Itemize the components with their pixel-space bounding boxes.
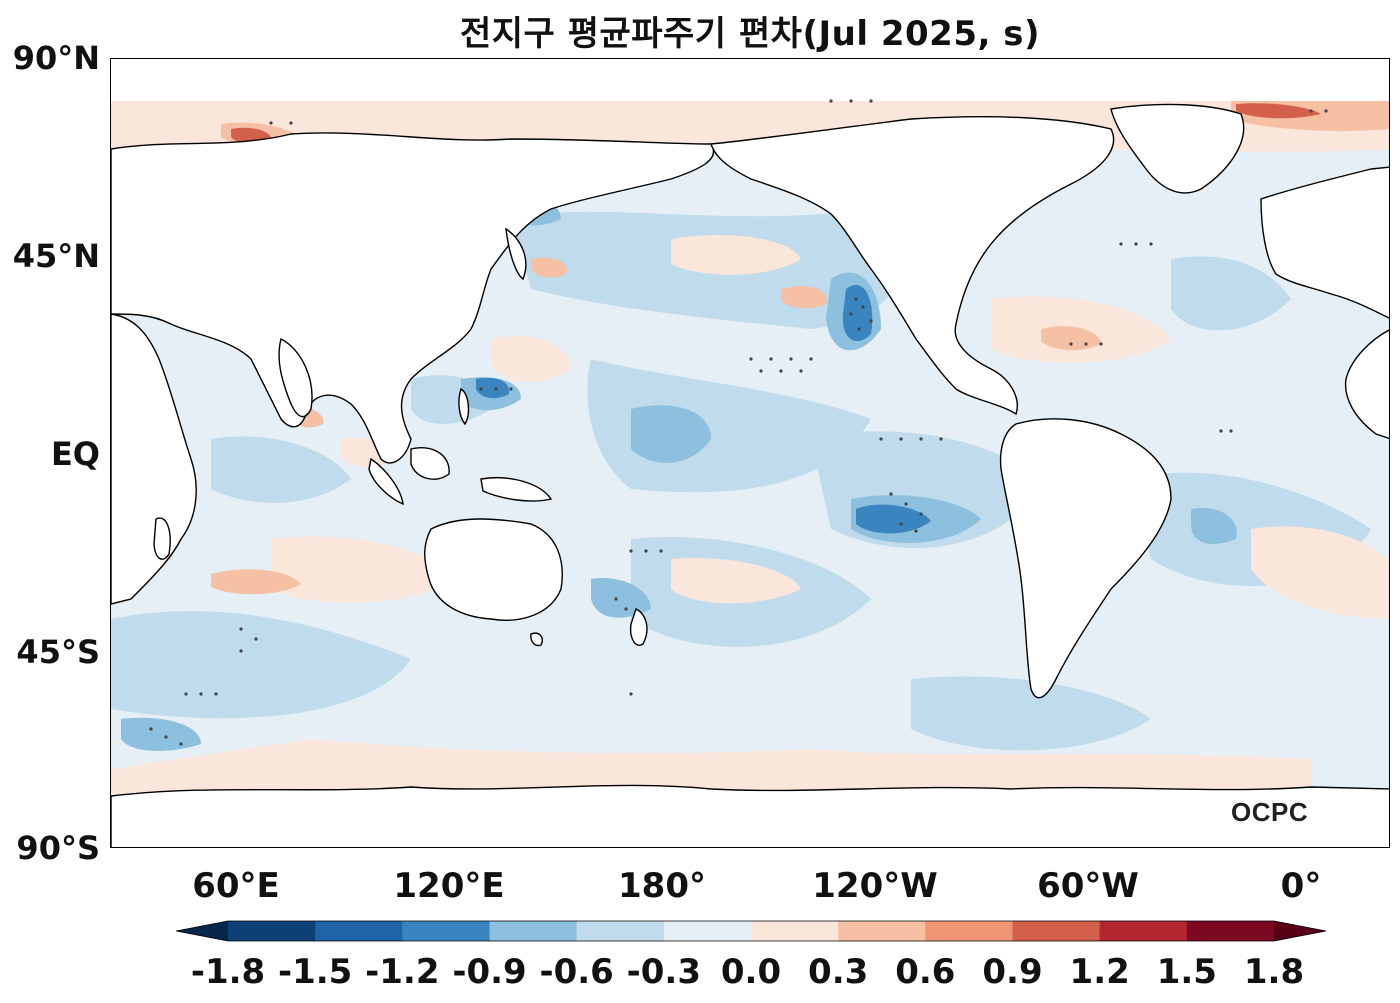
colorbar-tick-label: -1.5 bbox=[277, 952, 353, 992]
colorbar-segment bbox=[1099, 921, 1188, 941]
significance-stippling bbox=[149, 99, 1328, 746]
colorbar-tick-label: 0.9 bbox=[982, 952, 1043, 992]
north-america-landmass bbox=[710, 116, 1115, 416]
greenland bbox=[1110, 103, 1245, 194]
lat-label-90s: 90°S bbox=[16, 829, 100, 867]
west-africa-landmass bbox=[1344, 329, 1389, 440]
colorbar-segment bbox=[663, 921, 752, 941]
antarctica bbox=[111, 784, 1389, 847]
lon-label-60e: 60°E bbox=[192, 866, 280, 906]
colorbar-extend-high bbox=[1274, 921, 1326, 941]
lat-label-eq: EQ bbox=[50, 435, 100, 473]
colorbar-tick-label: -0.6 bbox=[539, 952, 614, 992]
philippines bbox=[458, 387, 470, 426]
colorbar-segment bbox=[838, 921, 926, 941]
colorbar-segment bbox=[315, 921, 403, 941]
new-guinea bbox=[480, 477, 553, 502]
colorbar-segments bbox=[176, 920, 1326, 942]
strong-negative-patches bbox=[476, 285, 931, 534]
tasmania bbox=[530, 632, 543, 647]
colorbar-segment bbox=[751, 921, 839, 941]
map-title: 전지구 평균파주기 편차(Jul 2025, s) bbox=[459, 14, 1041, 54]
lon-label-180: 180° bbox=[618, 866, 706, 906]
lon-label-60w: 60°W bbox=[1037, 866, 1139, 906]
colorbar-segment bbox=[228, 921, 316, 941]
lon-label-0: 0° bbox=[1280, 866, 1322, 906]
map-panel: OCPC bbox=[110, 58, 1390, 848]
colorbar-tick-label: -0.9 bbox=[452, 952, 527, 992]
south-america-landmass bbox=[999, 418, 1172, 699]
colorbar-tick-label: 0.6 bbox=[895, 952, 956, 992]
colorbar-extend-low bbox=[176, 921, 228, 941]
colorbar-tick-label: 1.5 bbox=[1156, 952, 1217, 992]
wave-period-anomaly-map bbox=[111, 99, 1389, 847]
eurasia-landmass bbox=[111, 132, 715, 464]
lat-label-45n: 45°N bbox=[12, 237, 100, 275]
colorbar-tick-label: 1.2 bbox=[1069, 952, 1130, 992]
ocpc-logo: OCPC bbox=[1231, 797, 1309, 827]
colorbar-segment bbox=[576, 921, 665, 941]
lon-label-120w: 120°W bbox=[812, 866, 938, 906]
europe-landmass bbox=[1260, 166, 1389, 319]
colorbar-tick-label: 1.8 bbox=[1243, 952, 1305, 992]
africa-landmass bbox=[111, 313, 197, 605]
colorbar-tick-label: -1.8 bbox=[190, 952, 266, 992]
colorbar-segment bbox=[489, 921, 578, 941]
australia-landmass bbox=[424, 518, 563, 621]
colorbar bbox=[176, 920, 1326, 942]
india-peninsula bbox=[278, 337, 313, 418]
colorbar-segment bbox=[402, 921, 490, 941]
borneo bbox=[410, 447, 450, 480]
japan bbox=[505, 227, 527, 281]
colorbar-tick-label: 0.0 bbox=[720, 952, 782, 992]
new-zealand bbox=[629, 608, 648, 646]
colorbar-segment bbox=[1186, 921, 1275, 941]
colorbar-tick-label: -0.3 bbox=[626, 952, 701, 992]
colorbar-outline bbox=[176, 920, 1326, 942]
colorbar-segment bbox=[1012, 921, 1101, 941]
lat-label-45s: 45°S bbox=[16, 633, 100, 671]
colorbar-segment bbox=[925, 921, 1013, 941]
colorbar-tick-label: 0.3 bbox=[808, 952, 869, 992]
madagascar bbox=[153, 517, 171, 560]
sumatra bbox=[368, 457, 404, 506]
land-masses bbox=[111, 103, 1389, 847]
lat-label-90n: 90°N bbox=[12, 39, 100, 77]
colorbar-tick-label: -1.2 bbox=[365, 952, 440, 992]
lon-label-120e: 120°E bbox=[393, 866, 505, 906]
